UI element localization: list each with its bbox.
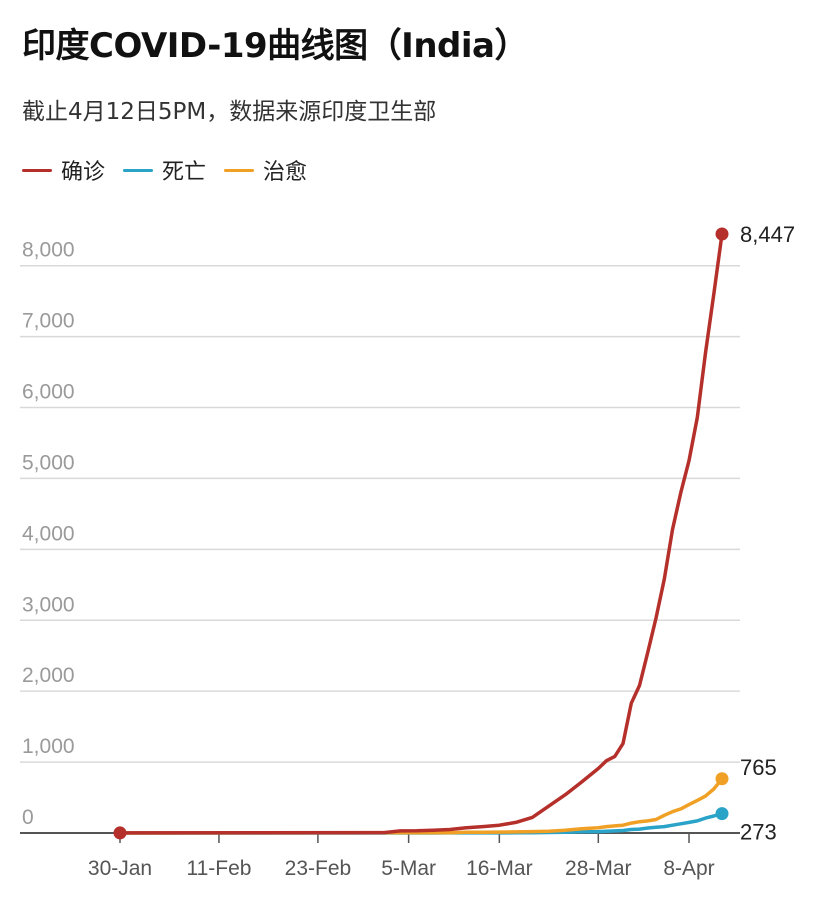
legend-swatch-recovered [224, 168, 255, 172]
end-point-recovered [715, 772, 729, 786]
end-label-confirmed: 8,447 [740, 222, 795, 247]
legend-swatch-deaths [123, 168, 154, 172]
page-title: 印度COVID-19曲线图（India） [22, 26, 528, 66]
x-tick-label-5-Mar: 5-Mar [381, 857, 436, 880]
y-tick-label-8000: 8,000 [22, 239, 75, 262]
legend-item-recovered[interactable]: 治愈 [224, 154, 307, 186]
legend-item-confirmed[interactable]: 确诊 [22, 154, 105, 186]
x-tick-label-8-Apr: 8-Apr [663, 857, 714, 880]
y-tick-label-0: 0 [22, 806, 34, 829]
legend-swatch-confirmed [22, 168, 52, 172]
x-tick-label-16-Mar: 16-Mar [466, 857, 533, 880]
x-tick-label-23-Feb: 23-Feb [285, 857, 352, 880]
end-label-recovered: 765 [740, 755, 777, 780]
chart-subtitle: 截止4月12日5PM，数据来源印度卫生部 [22, 99, 437, 125]
y-tick-label-5000: 5,000 [22, 451, 75, 474]
end-point-deaths [715, 807, 729, 821]
x-tick-label-30-Jan: 30-Jan [88, 857, 152, 880]
y-tick-label-7000: 7,000 [22, 310, 75, 333]
series-line-recovered [118, 777, 724, 835]
legend-label-deaths: 死亡 [162, 160, 207, 185]
x-tick-label-11-Feb: 11-Feb [186, 857, 251, 880]
legend-item-deaths[interactable]: 死亡 [123, 154, 206, 186]
y-tick-label-1000: 1,000 [22, 735, 75, 758]
end-label-deaths: 273 [740, 820, 777, 845]
end-point-confirmed [715, 227, 729, 241]
legend-label-recovered: 治愈 [263, 160, 308, 185]
y-tick-label-3000: 3,000 [22, 593, 75, 616]
start-point-confirmed [113, 826, 127, 840]
series-line-confirmed [118, 232, 724, 835]
legend-label-confirmed: 确诊 [61, 160, 106, 185]
y-tick-label-4000: 4,000 [22, 522, 75, 545]
x-tick-label-28-Mar: 28-Mar [565, 857, 632, 880]
y-tick-label-6000: 6,000 [22, 381, 75, 404]
chart-legend: 确诊 死亡 治愈 [22, 154, 325, 186]
y-tick-label-2000: 2,000 [22, 664, 75, 687]
